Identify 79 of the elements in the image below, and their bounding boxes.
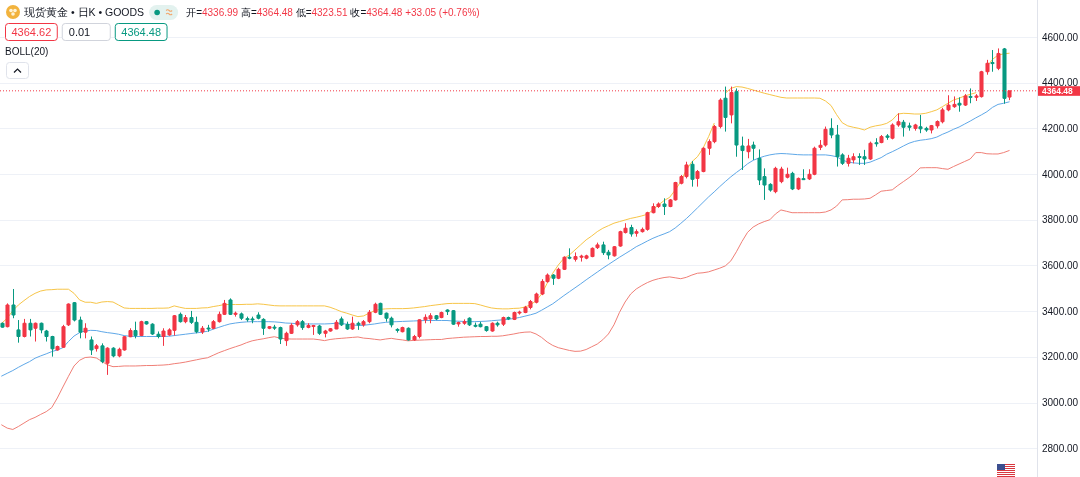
- candlestick: [874, 137, 879, 148]
- candlestick: [317, 324, 322, 336]
- candlestick: [723, 86, 728, 133]
- candlestick: [595, 242, 600, 250]
- candlestick: [206, 324, 211, 333]
- annotation: BOLL(20): [5, 45, 49, 57]
- candlestick: [790, 171, 795, 191]
- text: 现货黄金 • 日K • GOODS: [24, 6, 145, 18]
- candlestick: [267, 325, 272, 330]
- y-tick-label: 4000.00: [1042, 168, 1079, 180]
- candlestick: [968, 87, 973, 104]
- y-tick-label: 3400.00: [1042, 305, 1079, 317]
- line-series: [1, 101, 1010, 377]
- candlestick: [139, 320, 144, 337]
- candlestick: [228, 297, 233, 316]
- annotation: 0.01: [68, 26, 91, 38]
- candlestick: [22, 318, 27, 338]
- candlestick: [28, 318, 33, 337]
- candlestick: [434, 314, 439, 321]
- candlestick: [356, 321, 361, 331]
- candlestick: [66, 302, 71, 327]
- candlestick: [200, 325, 205, 335]
- candlestick: [83, 322, 88, 339]
- y-tick-label: 2800.00: [1042, 442, 1079, 454]
- annotation: 开=4336.99 高=4364.48 低=4323.51 收=4364.48 +33.05 (+0.76%): [186, 6, 480, 18]
- candlestick: [796, 177, 801, 191]
- candlestick: [178, 312, 183, 324]
- candlestick: [94, 343, 99, 353]
- candlestick: [963, 93, 968, 107]
- candlestick: [105, 346, 110, 376]
- candlestick: [400, 326, 405, 333]
- candlestick: [495, 321, 500, 328]
- candlestick: [300, 319, 305, 331]
- candlestick: [751, 141, 756, 161]
- candlestick: [746, 138, 751, 159]
- candlestick: [133, 321, 138, 339]
- candlestick: [261, 317, 266, 336]
- candlestick: [567, 247, 572, 260]
- candlestick: [990, 49, 995, 73]
- candlestick: [406, 326, 411, 342]
- candlestick: [885, 133, 890, 141]
- candlestick: [183, 314, 188, 324]
- y-tick-label: 3200.00: [1042, 351, 1079, 363]
- y-tick-label: 3600.00: [1042, 259, 1079, 271]
- candlestick: [551, 273, 556, 286]
- candlestick: [16, 319, 21, 344]
- candlestick: [913, 123, 918, 132]
- candlestick: [233, 311, 238, 318]
- candlestick: [690, 160, 695, 188]
- candlestick: [5, 302, 10, 328]
- ref-line-label: 4364.48: [1042, 86, 1073, 97]
- candlestick: [1002, 47, 1007, 105]
- candlestick: [0, 322, 5, 329]
- candlestick: [879, 134, 884, 144]
- candlestick: [89, 336, 94, 356]
- candlestick: [439, 311, 444, 319]
- candlestick: [506, 316, 511, 321]
- y-tick-label: 4400.00: [1042, 77, 1079, 89]
- candlestick: [111, 346, 116, 358]
- candlestick: [395, 327, 400, 334]
- candlestick: [11, 288, 16, 319]
- candlestick: [801, 168, 806, 181]
- candlestick: [100, 342, 105, 364]
- annotation: 4364.62: [11, 26, 52, 38]
- candlestick: [629, 224, 634, 238]
- candlestick: [996, 47, 1001, 71]
- candlestick: [868, 141, 873, 161]
- candlestick: [501, 316, 506, 327]
- y-tick-label: 4200.00: [1042, 122, 1079, 134]
- candlestick: [662, 197, 667, 216]
- candlestick: [350, 316, 355, 331]
- y-tick-label: 3800.00: [1042, 214, 1079, 226]
- annotation: 4364.48: [121, 26, 162, 38]
- line-series: [1, 150, 1010, 430]
- candlestick: [957, 96, 962, 113]
- y-tick-label: 4600.00: [1042, 31, 1079, 43]
- candlestick: [490, 321, 495, 333]
- y-tick-label: 3000.00: [1042, 397, 1079, 409]
- candlestick: [33, 322, 38, 343]
